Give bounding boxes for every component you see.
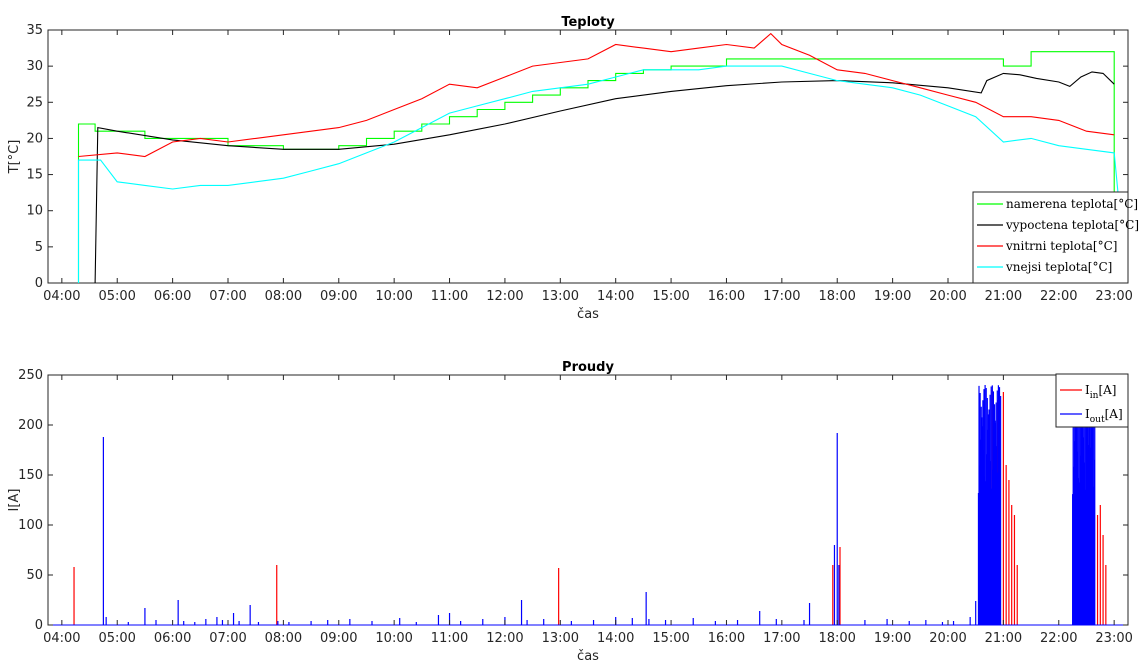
x-tick-label: 18:00	[818, 631, 855, 646]
series-line-0	[77, 51, 1115, 283]
x-tick-label: 15:00	[652, 631, 689, 646]
legend-entry: namerena teplota[°C]	[1006, 197, 1138, 211]
x-tick-label: 08:00	[265, 631, 302, 646]
series-line-2	[78, 32, 1115, 158]
y-tick-label: 250	[18, 368, 43, 383]
x-tick-label: 23:00	[1095, 289, 1132, 304]
x-tick-label: 05:00	[98, 631, 135, 646]
x-tick-label: 07:00	[209, 631, 246, 646]
legend-entry: Iout[A]	[1085, 407, 1123, 425]
y-tick-label: 5	[35, 240, 43, 255]
x-tick-label: 10:00	[375, 631, 412, 646]
x-tick-label: 10:00	[375, 289, 412, 304]
x-tick-label: 05:00	[98, 289, 135, 304]
x-tick-label: 16:00	[708, 289, 745, 304]
y-tick-label: 200	[18, 418, 43, 433]
x-tick-label: 14:00	[597, 289, 634, 304]
x-tick-label: 18:00	[818, 289, 855, 304]
y-tick-label: 50	[26, 568, 43, 583]
temperature-x-ticks: 04:00 05:00 06:00 07:00 08:00 09:00 10:00 11:00…	[43, 30, 1133, 304]
x-tick-label: 21:00	[985, 289, 1022, 304]
x-tick-label: 13:00	[542, 631, 579, 646]
temperature-y-ticks: 0 5 10 15 20 25 30 35	[26, 23, 1128, 291]
x-tick-label: 06:00	[154, 289, 191, 304]
y-tick-label: 20	[26, 131, 43, 146]
legend-box	[1055, 373, 1129, 428]
x-tick-label: 22:00	[1040, 289, 1077, 304]
x-tick-label: 06:00	[154, 631, 191, 646]
current-chart-title: Proudy	[562, 360, 614, 375]
temperature-y-axis-label: T[°C]	[7, 140, 22, 175]
y-tick-label: 35	[26, 23, 43, 38]
temperature-chart-title: Teploty	[561, 15, 615, 30]
legend-entry: Iin[A]	[1085, 383, 1116, 401]
current-plot-area	[47, 374, 1129, 626]
legend-entry: vnejsi teplota[°C]	[1005, 260, 1112, 274]
x-tick-label: 12:00	[486, 631, 523, 646]
series-line-1	[94, 71, 1115, 284]
x-tick-label: 23:00	[1095, 631, 1132, 646]
x-tick-label: 19:00	[874, 631, 911, 646]
x-tick-label: 11:00	[431, 289, 468, 304]
y-tick-label: 25	[26, 95, 43, 110]
temperature-legend: namerena teplota[°C] vypoctena teplota[°C…	[972, 191, 1139, 284]
x-tick-label: 14:00	[597, 631, 634, 646]
current-y-axis-label: I[A]	[7, 489, 22, 512]
y-tick-label: 100	[18, 518, 43, 533]
x-tick-label: 13:00	[542, 289, 579, 304]
x-tick-label: 20:00	[929, 631, 966, 646]
temperature-x-axis-label: čas	[577, 307, 599, 322]
legend-entry: vypoctena teplota[°C]	[1005, 218, 1139, 232]
x-tick-label: 04:00	[43, 631, 80, 646]
y-tick-label: 30	[26, 59, 43, 74]
temperature-series-group	[77, 32, 1121, 284]
x-tick-label: 11:00	[431, 631, 468, 646]
y-tick-label: 0	[35, 276, 43, 291]
x-tick-label: 09:00	[320, 631, 357, 646]
series-line-3	[77, 65, 1121, 283]
x-tick-label: 17:00	[763, 631, 800, 646]
legend-box	[972, 191, 1129, 284]
current-y-ticks: 0 50 100 150 200 250	[18, 368, 1128, 633]
y-tick-label: 10	[26, 204, 43, 219]
y-tick-label: 15	[26, 168, 43, 183]
x-tick-label: 17:00	[763, 289, 800, 304]
legend-entry: vnitrni teplota[°C]	[1005, 239, 1117, 253]
current-x-axis-label: čas	[577, 649, 599, 663]
temperature-chart: 0 5 10 15 20 25 30 35 04:00 05:00 06:00 07:00 08:00…	[7, 15, 1139, 322]
x-tick-label: 16:00	[708, 631, 745, 646]
y-tick-label: 150	[18, 468, 43, 483]
x-tick-label: 15:00	[652, 289, 689, 304]
x-tick-label: 22:00	[1040, 631, 1077, 646]
current-chart: 0 50 100 150 200 250 04:00 05:00 06:00 07:00 08:0…	[7, 360, 1133, 663]
x-tick-label: 04:00	[43, 289, 80, 304]
temperature-plot-area	[47, 29, 1129, 284]
x-tick-label: 20:00	[929, 289, 966, 304]
current-legend: Iin[A] Iout[A]	[1055, 373, 1129, 428]
x-tick-label: 07:00	[209, 289, 246, 304]
x-tick-label: 08:00	[265, 289, 302, 304]
x-tick-label: 19:00	[874, 289, 911, 304]
x-tick-label: 12:00	[486, 289, 523, 304]
x-tick-label: 09:00	[320, 289, 357, 304]
x-tick-label: 21:00	[985, 631, 1022, 646]
current-x-ticks: 04:00 05:00 06:00 07:00 08:00 09:00 10:00 11:00…	[43, 375, 1133, 646]
y-tick-label: 0	[35, 618, 43, 633]
